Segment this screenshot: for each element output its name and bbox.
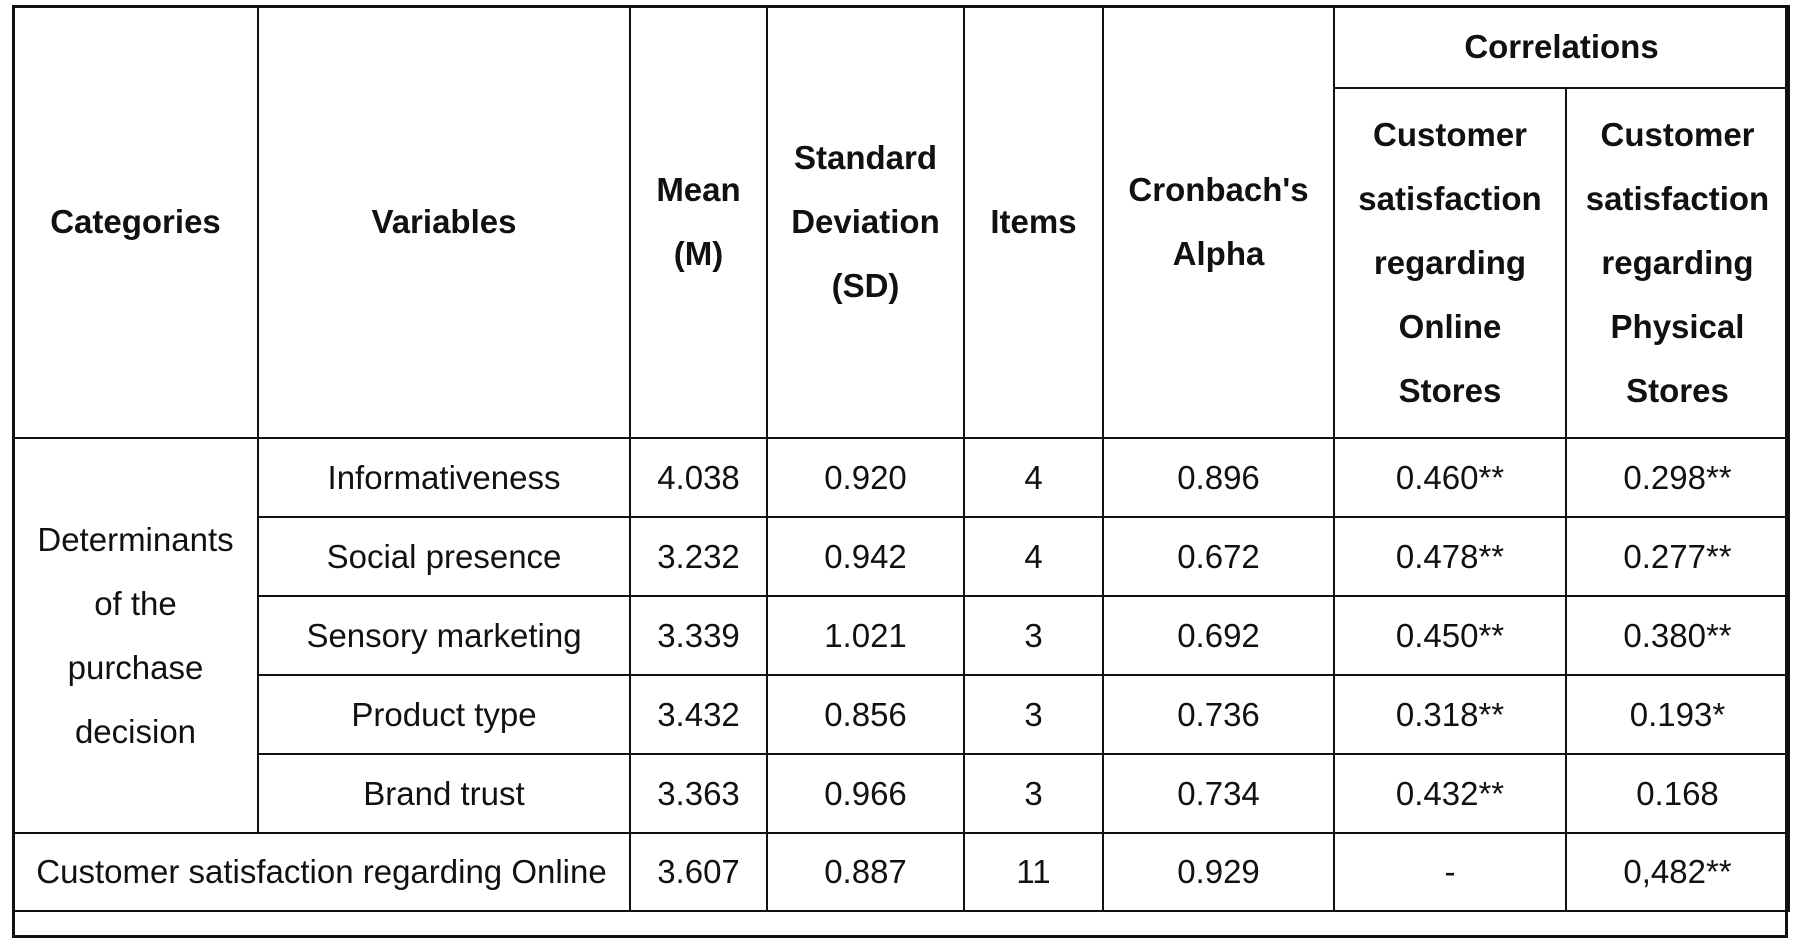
summary-label-cell: Customer satisfaction regarding Online bbox=[12, 832, 631, 912]
header-mean-line: Mean bbox=[656, 171, 741, 208]
items-cell: 4 bbox=[963, 437, 1104, 518]
table-row: Brand trust 3.363 0.966 3 0.734 0.432** … bbox=[13, 753, 1790, 834]
header-correlations: Correlations bbox=[1333, 5, 1790, 89]
alpha-cell: 0.672 bbox=[1102, 516, 1335, 597]
header-physical-line: Physical bbox=[1610, 308, 1745, 345]
header-categories: Categories bbox=[12, 5, 259, 439]
header-variables: Variables bbox=[257, 5, 631, 439]
category-line: of the bbox=[94, 584, 177, 622]
variable-cell: Social presence bbox=[257, 516, 631, 597]
header-sd-line: Deviation bbox=[791, 203, 940, 240]
online-corr-cell: - bbox=[1333, 832, 1567, 912]
physical-corr-cell: 0.380** bbox=[1565, 595, 1790, 676]
sd-cell: 0.887 bbox=[766, 832, 965, 912]
mean-cell: 3.363 bbox=[629, 753, 768, 834]
physical-corr-cell: 0.168 bbox=[1565, 753, 1790, 834]
header-online-line: Online bbox=[1398, 308, 1502, 345]
alpha-cell: 0.692 bbox=[1102, 595, 1335, 676]
items-cell: 3 bbox=[963, 674, 1104, 755]
header-standard-deviation: Standard Deviation (SD) bbox=[766, 5, 965, 439]
category-line: Determinants bbox=[37, 520, 234, 558]
header-online-line: regarding bbox=[1373, 244, 1527, 281]
table-row: Determinants of the purchase decision In… bbox=[12, 437, 1790, 834]
header-physical-line: Customer bbox=[1600, 116, 1755, 153]
summary-row: Customer satisfaction regarding Online 3… bbox=[12, 832, 1790, 912]
header-sd-line: Standard bbox=[793, 139, 938, 176]
mean-cell: 3.339 bbox=[629, 595, 768, 676]
header-alpha-line: Alpha bbox=[1172, 235, 1265, 272]
variable-cell: Brand trust bbox=[257, 753, 631, 834]
header-cronbach-alpha: Cronbach's Alpha bbox=[1102, 5, 1335, 439]
header-corr-online: Customer satisfaction regarding Online S… bbox=[1333, 87, 1567, 439]
online-corr-cell: 0.478** bbox=[1333, 516, 1567, 597]
mean-cell: 3.232 bbox=[629, 516, 768, 597]
header-row-1: Categories Variables Mean (M) Standard D… bbox=[12, 5, 1790, 439]
header-alpha-line: Cronbach's bbox=[1128, 171, 1309, 208]
sd-cell: 0.966 bbox=[766, 753, 965, 834]
header-physical-line: Stores bbox=[1626, 372, 1729, 409]
physical-corr-cell: 0.298** bbox=[1565, 437, 1790, 518]
sd-cell: 0.920 bbox=[766, 437, 965, 518]
sd-cell: 0.856 bbox=[766, 674, 965, 755]
header-mean-line: (M) bbox=[673, 235, 724, 272]
header-items: Items bbox=[963, 5, 1104, 439]
category-cell: Determinants of the purchase decision bbox=[12, 437, 259, 834]
category-line: decision bbox=[74, 712, 197, 750]
items-cell: 11 bbox=[963, 832, 1104, 912]
results-table-container: Categories Variables Mean (M) Standard D… bbox=[12, 5, 1790, 938]
header-sd-line: (SD) bbox=[831, 267, 900, 304]
variable-cell: Informativeness bbox=[257, 437, 631, 518]
online-corr-cell: 0.318** bbox=[1333, 674, 1567, 755]
alpha-cell: 0.736 bbox=[1102, 674, 1335, 755]
online-corr-cell: 0.432** bbox=[1333, 753, 1567, 834]
alpha-cell: 0.734 bbox=[1102, 753, 1335, 834]
header-online-line: satisfaction bbox=[1358, 180, 1542, 217]
variable-cell: Sensory marketing bbox=[257, 595, 631, 676]
mean-cell: 4.038 bbox=[629, 437, 768, 518]
header-row-2: Customer satisfaction regarding Online S… bbox=[13, 87, 1790, 439]
mean-cell: 3.432 bbox=[629, 674, 768, 755]
mean-cell: 3.607 bbox=[629, 832, 768, 912]
header-online-line: Customer bbox=[1372, 116, 1528, 153]
items-cell: 3 bbox=[963, 753, 1104, 834]
online-corr-cell: 0.460** bbox=[1333, 437, 1567, 518]
alpha-cell: 0.929 bbox=[1102, 832, 1335, 912]
header-corr-physical: Customer satisfaction regarding Physical… bbox=[1565, 87, 1790, 439]
category-line: purchase bbox=[67, 648, 204, 686]
physical-corr-cell: 0.277** bbox=[1565, 516, 1790, 597]
header-physical-line: regarding bbox=[1601, 244, 1754, 281]
physical-corr-cell: 0.193* bbox=[1565, 674, 1790, 755]
table-row: Social presence 3.232 0.942 4 0.672 0.47… bbox=[13, 516, 1790, 597]
physical-corr-cell: 0,482** bbox=[1565, 832, 1790, 912]
results-table: Categories Variables Mean (M) Standard D… bbox=[12, 5, 1790, 912]
variable-cell: Product type bbox=[257, 674, 631, 755]
header-physical-line: satisfaction bbox=[1585, 180, 1770, 217]
alpha-cell: 0.896 bbox=[1102, 437, 1335, 518]
sd-cell: 1.021 bbox=[766, 595, 965, 676]
items-cell: 4 bbox=[963, 516, 1104, 597]
online-corr-cell: 0.450** bbox=[1333, 595, 1567, 676]
items-cell: 3 bbox=[963, 595, 1104, 676]
table-row: Sensory marketing 3.339 1.021 3 0.692 0.… bbox=[13, 595, 1790, 676]
header-mean: Mean (M) bbox=[629, 5, 768, 439]
sd-cell: 0.942 bbox=[766, 516, 965, 597]
header-online-line: Stores bbox=[1398, 372, 1502, 409]
table-row: Product type 3.432 0.856 3 0.736 0.318**… bbox=[13, 674, 1790, 755]
